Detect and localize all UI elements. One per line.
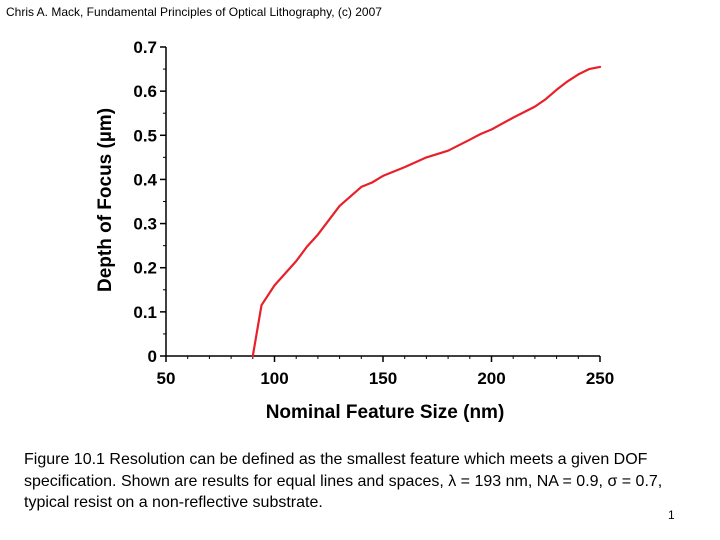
y-tick-label: 0.7 bbox=[133, 38, 157, 57]
x-axis-title: Nominal Feature Size (nm) bbox=[266, 402, 505, 423]
y-tick-label: 0.6 bbox=[133, 82, 157, 101]
x-tick-label: 200 bbox=[477, 369, 505, 388]
y-axis-title: Depth of Focus (µm) bbox=[95, 108, 116, 292]
y-tick-label: 0.4 bbox=[133, 170, 157, 189]
source-credit: Chris A. Mack, Fundamental Principles of… bbox=[6, 5, 382, 19]
x-tick-label: 50 bbox=[157, 369, 176, 388]
x-tick-label: 100 bbox=[260, 369, 288, 388]
x-tick-label: 250 bbox=[586, 369, 614, 388]
y-tick-label: 0.1 bbox=[133, 303, 157, 322]
y-tick-label: 0.2 bbox=[133, 259, 157, 278]
y-tick-label: 0.5 bbox=[133, 126, 157, 145]
dof-series-line bbox=[251, 65, 602, 358]
slide-number: 1 bbox=[668, 508, 675, 522]
x-tick-label: 150 bbox=[369, 369, 397, 388]
figure-caption: Figure 10.1 Resolution can be defined as… bbox=[24, 451, 663, 511]
chart-svg: 0 0.1 0.2 0.3 0.4 0.5 0.6 0.7 50 100 150 200 250 Nom… bbox=[95, 38, 614, 423]
depth-of-focus-chart: 0 0.1 0.2 0.3 0.4 0.5 0.6 0.7 50 100 150 200 250 Nom… bbox=[95, 38, 614, 423]
y-tick-label: 0.3 bbox=[133, 215, 157, 234]
y-tick-label: 0 bbox=[148, 347, 157, 366]
